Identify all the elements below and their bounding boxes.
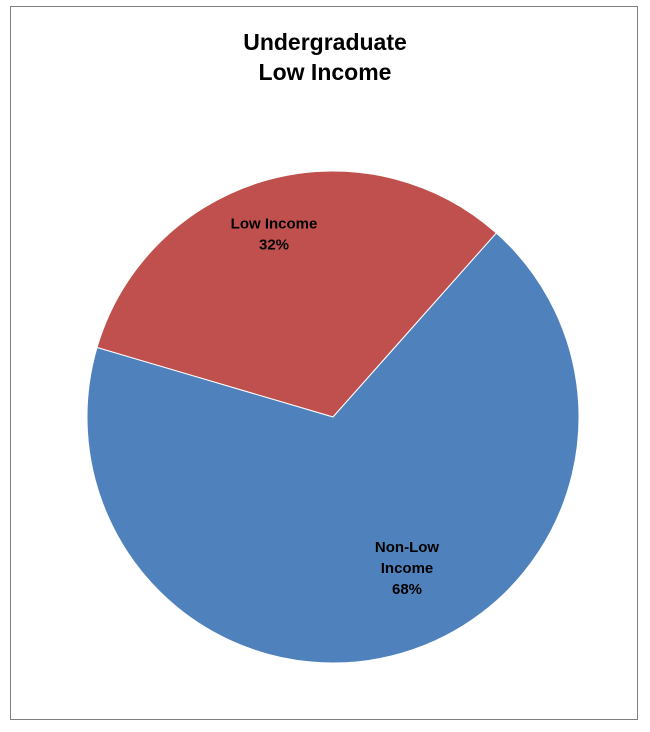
chart-frame: Undergraduate Low Income Low Income 32% No… [10, 6, 638, 720]
chart-title: Undergraduate Low Income [11, 27, 639, 87]
slice-label-low-income: Low Income 32% [231, 216, 318, 254]
pie-chart: Low Income 32% Non-Low Income 68% [86, 170, 580, 664]
pie-labels: Low Income 32% Non-Low Income 68% [231, 216, 440, 599]
slice-label-line: Income [381, 560, 434, 577]
slice-label-line: Low Income [231, 216, 318, 233]
pie-slice-non-low-income [86, 232, 580, 664]
chart-title-line-1: Undergraduate [243, 29, 407, 55]
slice-label-line: 68% [392, 581, 422, 598]
slice-label-line: Non-Low [375, 539, 439, 556]
slice-label-non-low-income: Non-Low Income 68% [375, 539, 439, 598]
slice-label-line: 32% [259, 237, 289, 254]
pie-slices [86, 170, 580, 664]
chart-title-line-2: Low Income [258, 59, 392, 85]
pie-slice-low-income [96, 170, 498, 418]
